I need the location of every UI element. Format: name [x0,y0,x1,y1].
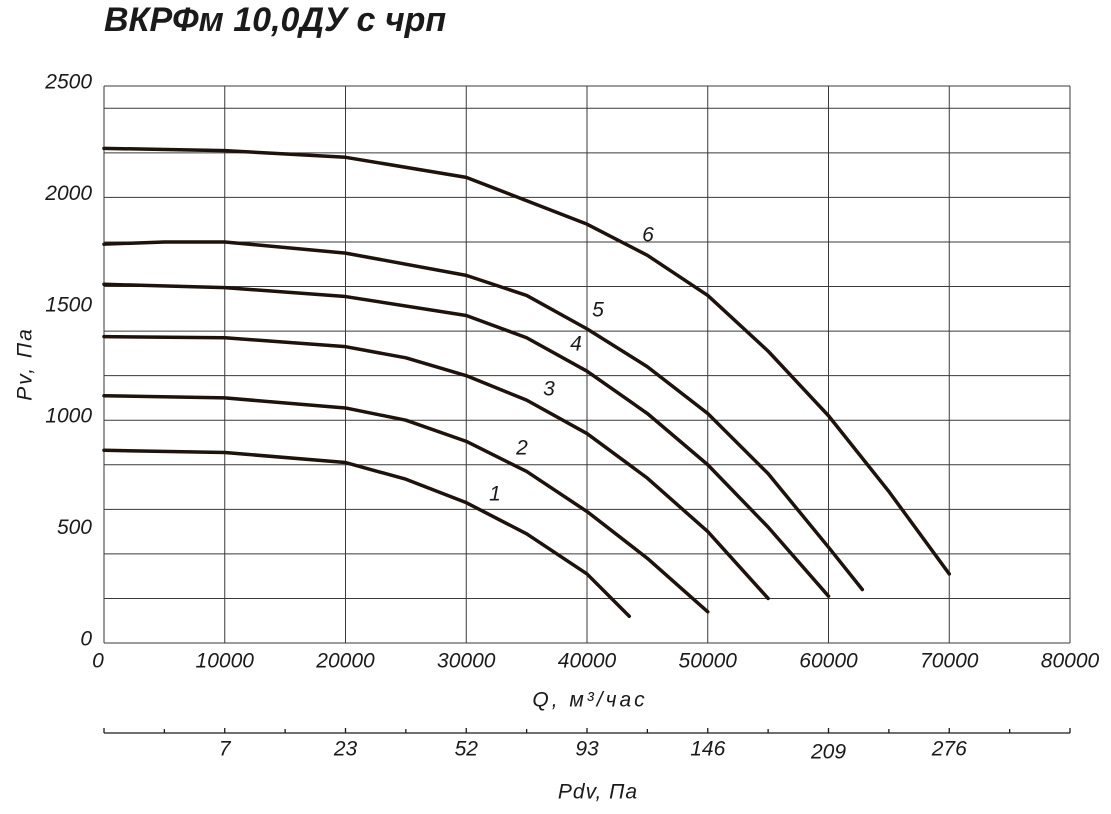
curve [102,240,865,592]
curve [102,448,632,619]
x-tick-label: 40000 [558,650,617,673]
x-tick-label: 60000 [799,650,858,673]
curve [102,393,710,614]
x-tick-label: 50000 [679,650,738,673]
curve-label: 5 [592,299,604,322]
curve [102,282,831,598]
pdv-tick-label: 93 [575,738,599,761]
x-tick-label: 20000 [315,650,375,673]
y-tick-label: 1000 [45,405,92,428]
x-tick-label: 0 [92,650,104,673]
pdv-axis-label: Pdv, Па [558,781,638,804]
y-tick-label: 2000 [44,182,92,205]
curve [102,334,770,601]
curve-label: 3 [543,378,555,401]
pdv-tick-label: 7 [219,738,232,761]
x-tick-label: 80000 [1041,650,1100,673]
pdv-tick-label: 52 [455,738,479,761]
x-tick-label: 10000 [196,650,255,673]
y-axis-label: Pv, Па [14,327,37,401]
y-tick-label: 2500 [44,71,92,94]
x-tick-label: 30000 [437,650,496,673]
chart-title: ВКРФм 10,0ДУ с чрп [104,1,446,39]
y-tick-label: 500 [57,516,92,539]
curve-label: 6 [642,224,654,247]
y-tick-label: 0 [80,628,92,651]
pdv-tick-label: 23 [333,738,358,761]
pdv-tick-label: 146 [690,738,725,761]
x-tick-label: 70000 [920,650,979,673]
curve-label: 4 [570,333,582,356]
y-tick-label: 1500 [45,293,92,316]
curve-label: 1 [489,483,501,506]
pdv-tick-label: 276 [931,738,967,761]
x-axis-label: Q, м³/час [532,689,647,712]
curve [102,146,951,576]
curve-label: 2 [515,437,528,460]
pdv-tick-label: 209 [810,741,846,764]
